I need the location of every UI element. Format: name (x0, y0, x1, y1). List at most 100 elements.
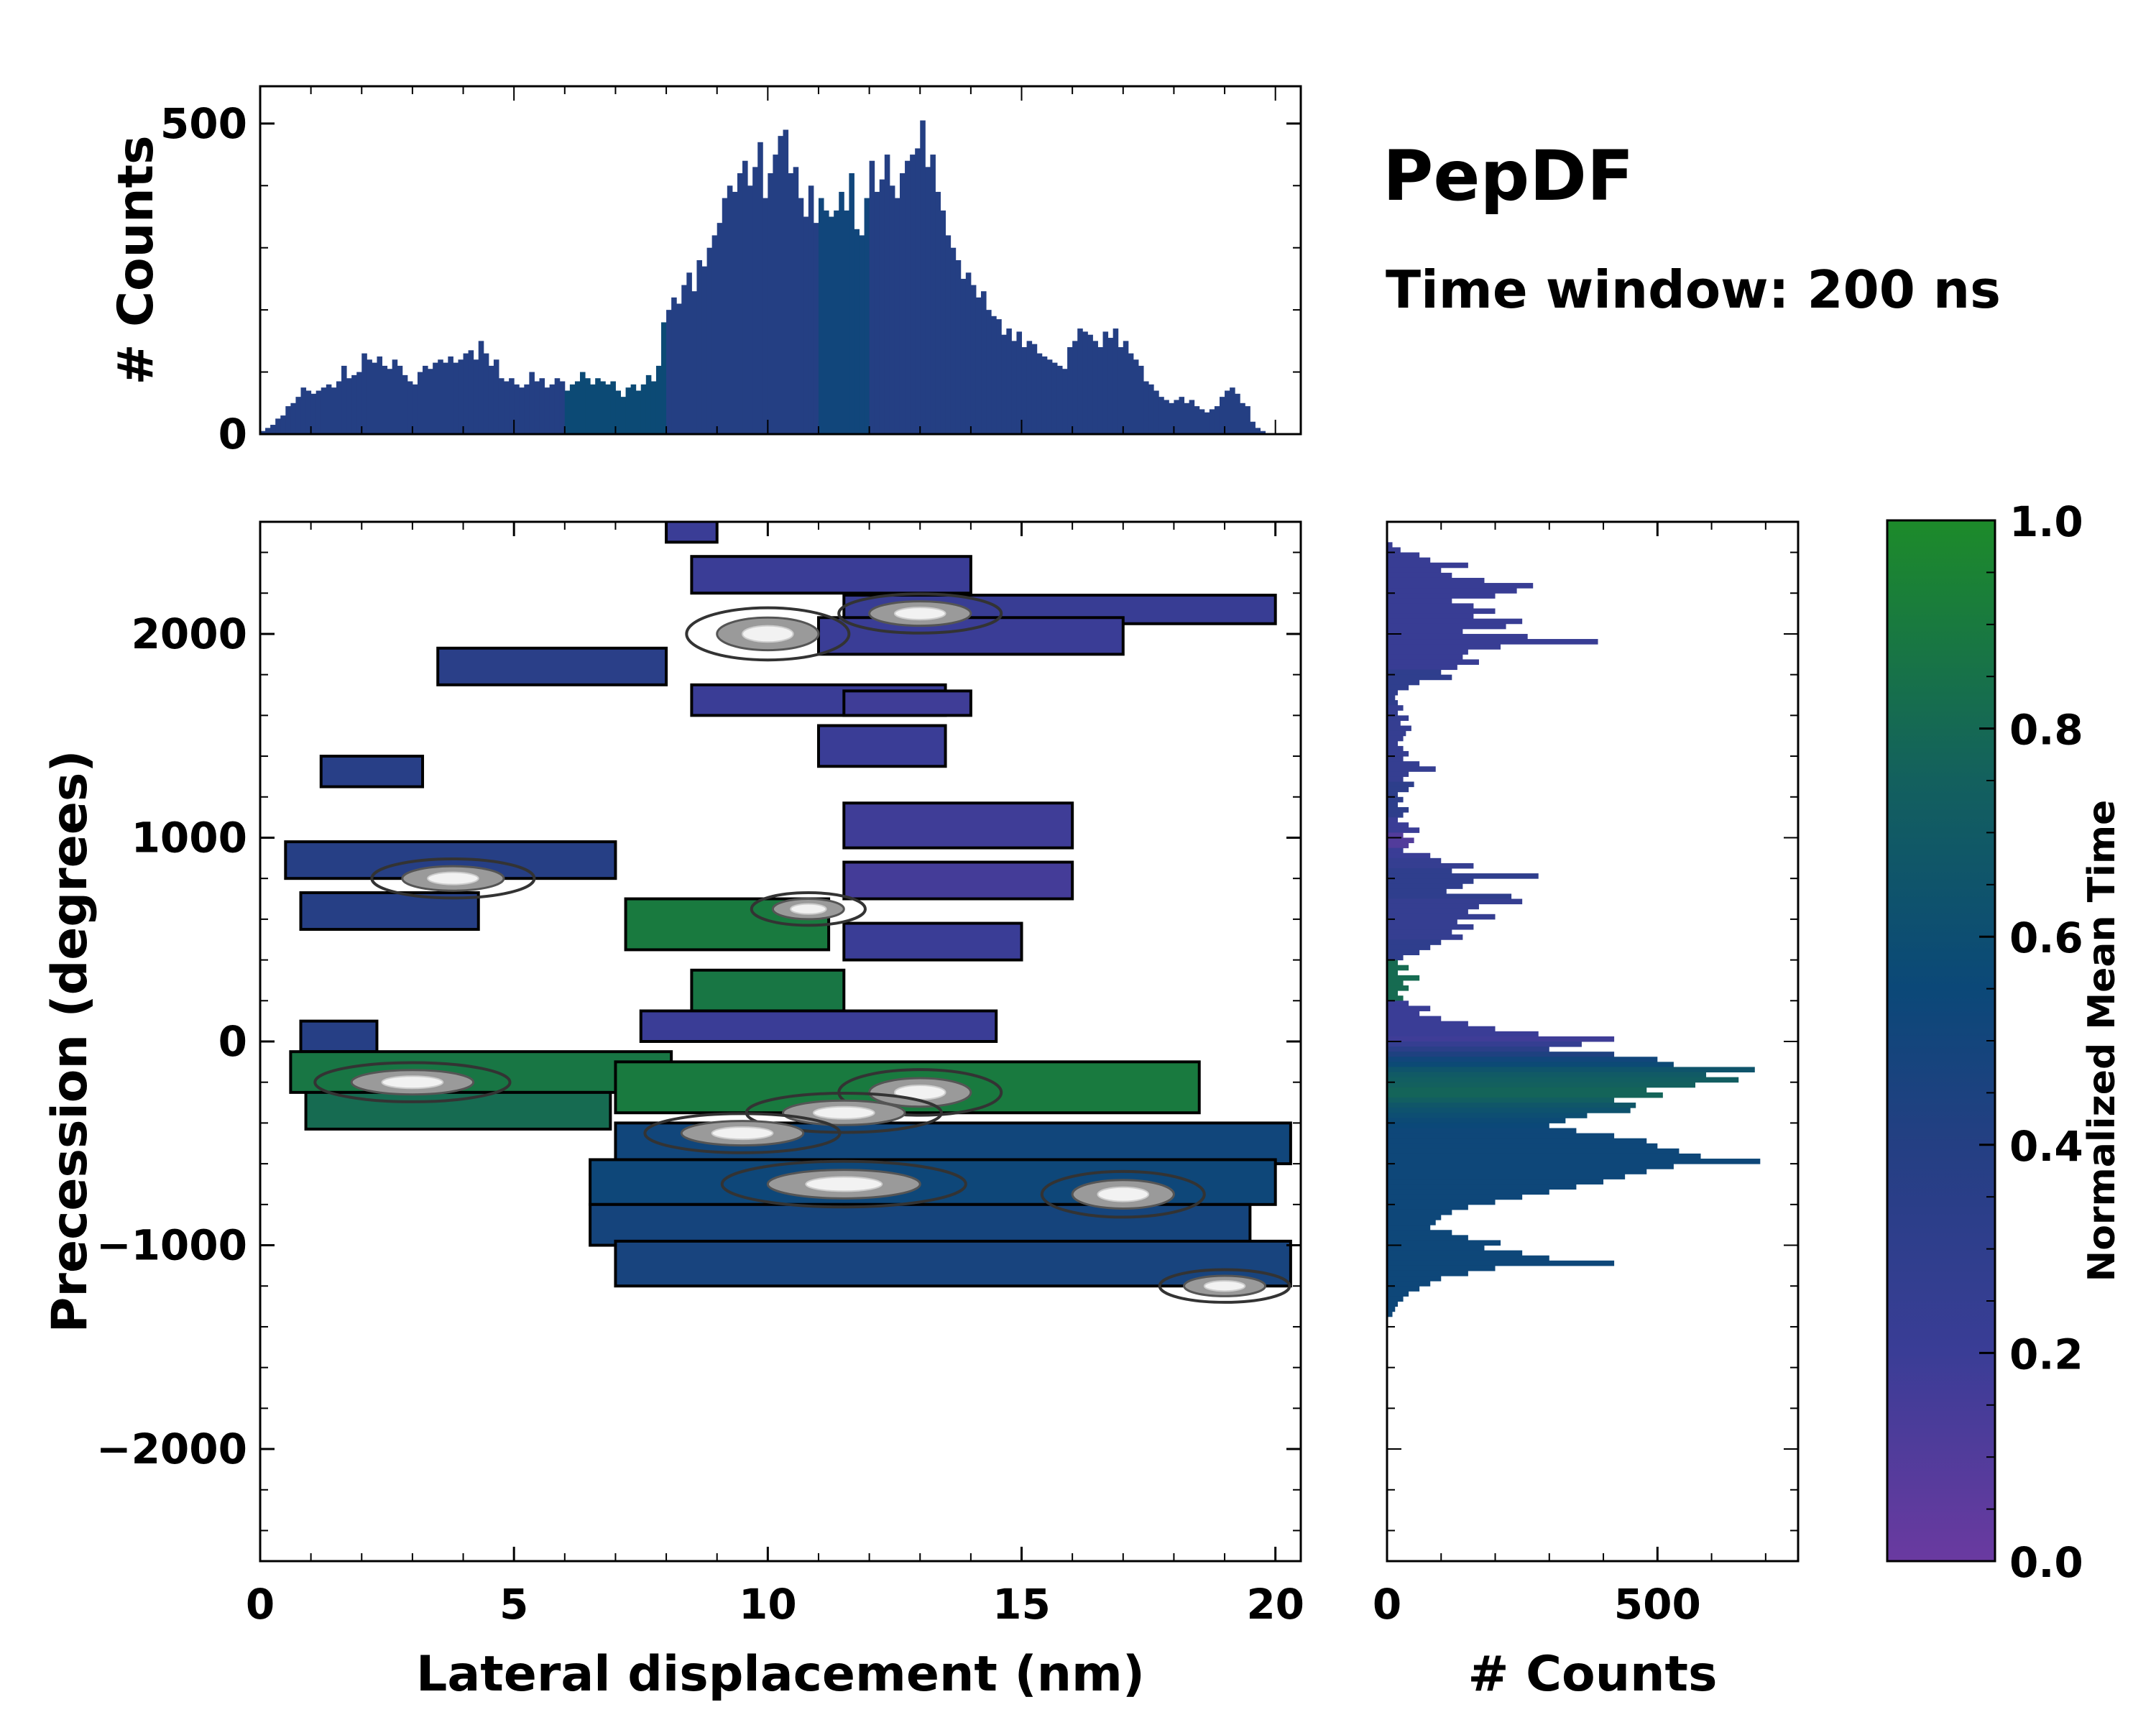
right-xtick-label-0: 0 (1373, 1580, 1401, 1629)
main-xtick-label-1: 5 (499, 1580, 528, 1629)
top-hist-bar (986, 310, 992, 434)
right-histogram-panel: 0 500 # Counts (1373, 520, 1800, 1703)
colorbar-tick-label-3: 0.6 (2009, 914, 2083, 962)
top-hist-bar (1250, 421, 1256, 434)
top-hist-bar (681, 285, 687, 434)
right-hist-bar (1387, 1270, 1468, 1276)
right-xtick-label-1: 500 (1614, 1580, 1701, 1629)
right-hist-bar (1387, 583, 1534, 589)
right-hist-bar (1387, 903, 1479, 910)
top-hist-bar (1016, 331, 1023, 434)
top-hist-bar (742, 160, 748, 434)
top-hist-bar (509, 378, 515, 434)
top-hist-bar (407, 381, 413, 434)
top-hist-bar (473, 359, 479, 434)
top-hist-bar (686, 272, 692, 434)
top-hist-bar (1209, 409, 1215, 434)
contour-hotspot-8 (720, 1159, 967, 1209)
top-hist-bar (970, 285, 977, 434)
top-hist-bar (564, 390, 571, 434)
top-hist-bar (920, 120, 926, 434)
right-hist-bar (1387, 1189, 1549, 1195)
right-hist-bar (1387, 796, 1404, 803)
top-hist-bar (981, 291, 987, 434)
top-hist-bar (975, 297, 982, 434)
top-hist-bar (1026, 341, 1033, 434)
right-hist-bar (1387, 914, 1496, 920)
top-hist-bar (1077, 328, 1083, 434)
right-hist-bar (1387, 1026, 1496, 1032)
right-hist-bar (1387, 761, 1420, 767)
top-hist-bar (991, 316, 997, 434)
right-hist-bar (1387, 975, 1420, 981)
top-hist-bar (915, 148, 921, 434)
right-hist-bar (1387, 883, 1463, 889)
density-contours (313, 592, 1291, 1304)
right-hist-bar (1387, 740, 1399, 747)
top-hist-bar (650, 381, 657, 434)
top-hist-bar (955, 260, 962, 434)
top-hist-bar (331, 387, 337, 434)
right-hist-bar (1387, 837, 1414, 844)
right-hist-bar (1387, 985, 1409, 991)
right-hist-bar (1387, 873, 1539, 879)
right-hist-bar (1387, 791, 1399, 798)
main-xtick-label-2: 10 (739, 1580, 797, 1629)
heatmap-cluster-1 (690, 555, 972, 595)
top-hist-bar (910, 155, 916, 434)
right-hist-bar (1387, 608, 1496, 615)
top-hist-bar (463, 353, 469, 434)
right-hist-bar (1387, 1245, 1485, 1251)
top-hist-bar (295, 397, 302, 434)
right-hist-bar (1387, 1179, 1604, 1184)
main-ytick-label-4: 2000 (132, 610, 247, 658)
top-hist-bar (829, 216, 834, 434)
right-hist-bar (1387, 868, 1452, 874)
top-hist-bar (270, 425, 276, 434)
right-hist-bar (1387, 1016, 1442, 1022)
top-hist-bar (579, 372, 586, 434)
right-hist-bar (1387, 939, 1442, 945)
colorbar: 0.0 0.2 0.4 0.6 0.8 1.0 Normalized Mean Time (1886, 497, 2124, 1587)
right-hist-bar (1387, 1108, 1631, 1113)
right-hist-bar (1387, 593, 1496, 599)
top-hist-bar (1143, 381, 1149, 434)
contour-hotspot-7 (643, 1112, 842, 1154)
heatmap-cluster-4 (436, 646, 668, 686)
right-hist-bar (1387, 817, 1399, 823)
top-hist-bar (356, 372, 362, 434)
top-hist-bar (1021, 347, 1028, 434)
top-hist-bar (711, 235, 718, 434)
right-hist-bar (1387, 572, 1452, 579)
top-hist-bar (1164, 400, 1169, 434)
top-hist-bar (950, 247, 957, 434)
right-hist-bar (1387, 1159, 1761, 1164)
top-hist-bar (1001, 334, 1007, 434)
right-hist-bar (1387, 949, 1420, 955)
right-hist-bar (1387, 1118, 1566, 1123)
top-hist-bar (534, 381, 540, 434)
right-hist-bar (1387, 598, 1452, 604)
heatmap-cluster-11 (842, 860, 1074, 901)
top-hist-bar (803, 216, 809, 434)
top-hist-bar (676, 303, 682, 434)
right-hist-bar (1387, 1046, 1549, 1052)
top-hist-bar (539, 378, 545, 434)
top-hist-bar (788, 173, 794, 434)
top-hist-bar (732, 191, 738, 434)
right-hist-bar (1387, 1215, 1442, 1220)
right-hist-bar (1387, 1276, 1442, 1282)
colorbar-label: Normalized Mean Time (2081, 800, 2124, 1282)
right-hist-bar (1387, 995, 1404, 1001)
right-hist-bar (1387, 1204, 1468, 1210)
right-hist-bar (1387, 1230, 1452, 1236)
right-hist-bar (1387, 613, 1474, 620)
main-ytick-label-1: −1000 (96, 1221, 247, 1270)
right-hist-bar (1387, 1209, 1452, 1215)
top-hist-bar (879, 179, 885, 434)
top-hist-bar (397, 365, 403, 434)
right-hist-bar (1387, 695, 1396, 701)
top-hist-bar (615, 390, 622, 434)
contour-hotspot-3 (750, 891, 867, 927)
